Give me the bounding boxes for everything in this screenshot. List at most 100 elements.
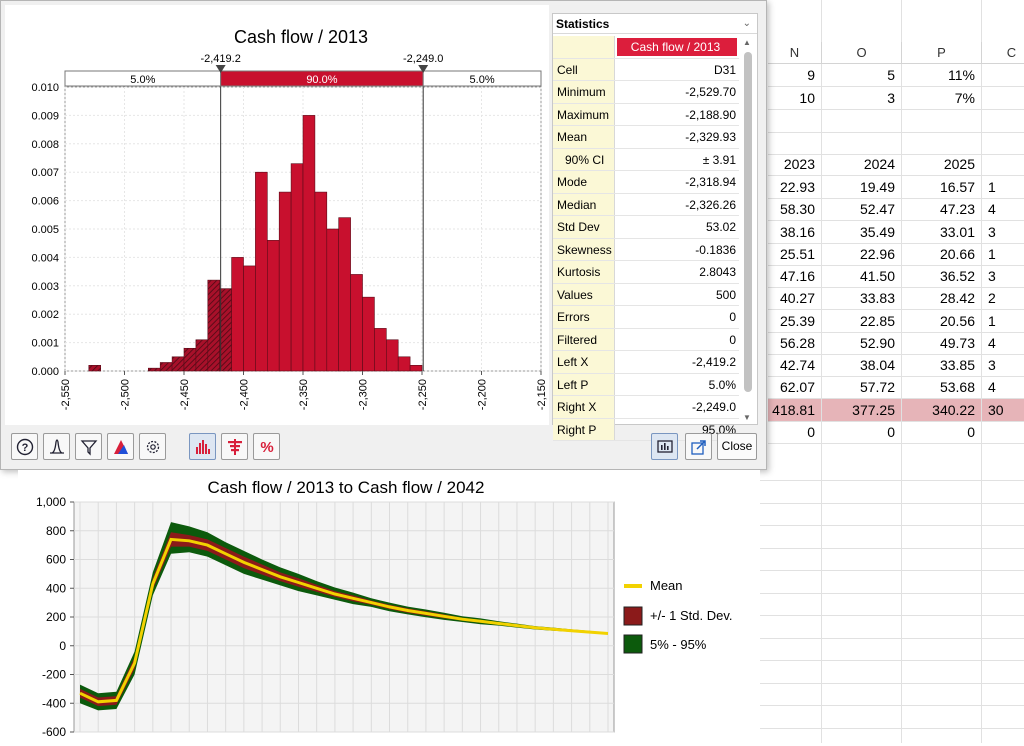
sheet-cell[interactable]: 3: [982, 221, 1024, 244]
sheet-cell[interactable]: 19.49: [822, 176, 902, 199]
sheet-cell[interactable]: 28.42: [902, 287, 982, 310]
sheet-cell[interactable]: 0: [822, 421, 902, 444]
statistics-row[interactable]: Std Dev 53.02: [553, 216, 739, 239]
sheet-cell[interactable]: [902, 110, 982, 133]
statistics-row[interactable]: Right P 95.0%: [553, 418, 739, 441]
sheet-cell[interactable]: 3: [822, 87, 902, 110]
sheet-cell[interactable]: [982, 132, 1024, 155]
sheet-cell[interactable]: 20.66: [902, 243, 982, 266]
sheet-cell[interactable]: 7%: [902, 87, 982, 110]
close-button[interactable]: Close: [717, 433, 757, 460]
sheet-cell[interactable]: 47.16: [768, 265, 822, 288]
sheet-cell[interactable]: 41.50: [822, 265, 902, 288]
settings-button[interactable]: [139, 433, 166, 460]
sheet-cell[interactable]: 418.81: [768, 399, 822, 422]
statistics-row[interactable]: Values 500: [553, 283, 739, 306]
sheet-cell[interactable]: 0: [768, 421, 822, 444]
sheet-cell[interactable]: 1: [982, 176, 1024, 199]
export-button[interactable]: [685, 433, 712, 460]
sheet-cell[interactable]: [768, 132, 822, 155]
sheet-cell[interactable]: 22.96: [822, 243, 902, 266]
help-button[interactable]: ?: [11, 433, 38, 460]
statistics-row[interactable]: Filtered 0: [553, 328, 739, 351]
sheet-cell[interactable]: 52.90: [822, 332, 902, 355]
left-delimiter-handle[interactable]: [215, 65, 226, 73]
sheet-cell[interactable]: 25.51: [768, 243, 822, 266]
sheet-cell[interactable]: [902, 132, 982, 155]
sheet-cell[interactable]: 4: [982, 376, 1024, 399]
sheet-cell[interactable]: 4: [982, 198, 1024, 221]
sheet-cell[interactable]: 40.27: [768, 287, 822, 310]
sheet-cell[interactable]: 22.93: [768, 176, 822, 199]
sheet-cell[interactable]: 35.49: [822, 221, 902, 244]
sheet-cell[interactable]: 57.72: [822, 376, 902, 399]
sheet-cell[interactable]: [768, 110, 822, 133]
right-delimiter-handle[interactable]: [418, 65, 429, 73]
distribution-button[interactable]: [43, 433, 70, 460]
statistics-row[interactable]: Mean -2,329.93: [553, 126, 739, 149]
sheet-cell[interactable]: 2023: [768, 153, 822, 176]
statistics-row[interactable]: 90% CI ± 3.91: [553, 148, 739, 171]
sheet-cell[interactable]: 340.22: [902, 399, 982, 422]
sheet-cell[interactable]: [982, 87, 1024, 110]
sheet-cell[interactable]: 10: [768, 87, 822, 110]
percent-button[interactable]: %: [253, 433, 280, 460]
sheet-cell[interactable]: 49.73: [902, 332, 982, 355]
sheet-cell[interactable]: 38.04: [822, 354, 902, 377]
filter-button[interactable]: [75, 433, 102, 460]
sheet-cell[interactable]: 47.23: [902, 198, 982, 221]
chevron-down-icon[interactable]: ⌄: [742, 18, 751, 29]
scrollbar-thumb[interactable]: [744, 52, 752, 392]
statistics-row[interactable]: Minimum -2,529.70: [553, 81, 739, 104]
sheet-column-header[interactable]: P: [902, 42, 982, 64]
sheet-cell[interactable]: 36.52: [902, 265, 982, 288]
sheet-cell[interactable]: 2024: [822, 153, 902, 176]
sheet-cell[interactable]: 53.68: [902, 376, 982, 399]
sheet-cell[interactable]: 58.30: [768, 198, 822, 221]
statistics-header[interactable]: Statistics ⌄: [553, 14, 757, 34]
sheet-cell[interactable]: [982, 153, 1024, 176]
sheet-cell[interactable]: 0: [902, 421, 982, 444]
scroll-down-icon[interactable]: ▼: [743, 413, 751, 422]
overlay-button[interactable]: [107, 433, 134, 460]
sheet-column-header[interactable]: C: [982, 42, 1024, 64]
sheet-column-header[interactable]: N: [768, 42, 822, 64]
sheet-cell[interactable]: 2: [982, 287, 1024, 310]
sheet-cell[interactable]: 377.25: [822, 399, 902, 422]
sheet-cell[interactable]: 30: [982, 399, 1024, 422]
histogram-button[interactable]: [189, 433, 216, 460]
sheet-column-header[interactable]: O: [822, 42, 902, 64]
scroll-up-icon[interactable]: ▲: [743, 38, 751, 47]
sheet-cell[interactable]: 11%: [902, 64, 982, 87]
statistics-row[interactable]: Median -2,326.26: [553, 193, 739, 216]
statistics-scrollbar[interactable]: ▲ ▼: [741, 38, 755, 422]
statistics-row[interactable]: Right X -2,249.0: [553, 396, 739, 419]
statistics-row[interactable]: Skewness -0.1836: [553, 238, 739, 261]
sheet-cell[interactable]: 33.01: [902, 221, 982, 244]
statistics-row[interactable]: Kurtosis 2.8043: [553, 261, 739, 284]
tornado-button[interactable]: [221, 433, 248, 460]
sheet-cell[interactable]: 25.39: [768, 310, 822, 333]
sheet-cell[interactable]: [982, 110, 1024, 133]
statistics-row[interactable]: Left P 5.0%: [553, 373, 739, 396]
sheet-cell[interactable]: 4: [982, 332, 1024, 355]
sheet-cell[interactable]: 3: [982, 354, 1024, 377]
statistics-row[interactable]: Left X -2,419.2: [553, 351, 739, 374]
sheet-cell[interactable]: 33.83: [822, 287, 902, 310]
sheet-cell[interactable]: 56.28: [768, 332, 822, 355]
report-button[interactable]: [651, 433, 678, 460]
sheet-cell[interactable]: [982, 64, 1024, 87]
sheet-cell[interactable]: 38.16: [768, 221, 822, 244]
statistics-row[interactable]: Maximum -2,188.90: [553, 103, 739, 126]
sheet-cell[interactable]: 52.47: [822, 198, 902, 221]
sheet-cell[interactable]: 3: [982, 265, 1024, 288]
sheet-cell[interactable]: 16.57: [902, 176, 982, 199]
sheet-cell[interactable]: 5: [822, 64, 902, 87]
sheet-cell[interactable]: 20.56: [902, 310, 982, 333]
statistics-row[interactable]: Mode -2,318.94: [553, 171, 739, 194]
sheet-cell[interactable]: [822, 132, 902, 155]
statistics-row[interactable]: Errors 0: [553, 306, 739, 329]
sheet-cell[interactable]: 2025: [902, 153, 982, 176]
sheet-cell[interactable]: 62.07: [768, 376, 822, 399]
sheet-cell[interactable]: 1: [982, 243, 1024, 266]
